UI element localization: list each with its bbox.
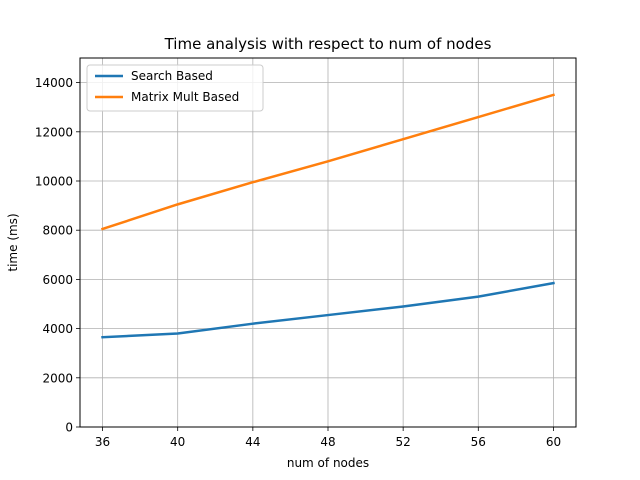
x-tick-label: 48	[320, 435, 335, 449]
axis-ticks: 36 40 44 48 52 56 60 0 2000 4000 6000 8000 10000 1200…	[35, 76, 561, 449]
y-tick-label: 10000	[35, 175, 73, 189]
x-tick-label: 56	[471, 435, 486, 449]
y-tick-label: 4000	[42, 322, 73, 336]
y-tick-label: 8000	[42, 224, 73, 238]
legend-box	[86, 64, 264, 112]
legend-label-matrix-mult-based: Matrix Mult Based	[131, 90, 239, 104]
y-axis-label: time (ms)	[6, 213, 20, 271]
y-tick-label: 14000	[35, 76, 73, 90]
x-tick-label: 44	[245, 435, 260, 449]
series-line-search-based	[101, 281, 555, 339]
x-tick-label: 52	[396, 435, 411, 449]
y-tick-label: 6000	[42, 273, 73, 287]
x-tick-label: 36	[95, 435, 110, 449]
y-tick-label: 12000	[35, 125, 73, 139]
x-axis-label: num of nodes	[287, 456, 369, 470]
x-tick-label: 40	[170, 435, 185, 449]
legend-label-search-based: Search Based	[131, 69, 213, 83]
series-line-matrix-mult-based	[100, 93, 556, 231]
series-lines	[100, 93, 556, 339]
chart-title: Time analysis with respect to num of nod…	[164, 35, 492, 53]
y-tick-label: 0	[65, 421, 73, 435]
legend: Search Based Matrix Mult Based	[86, 64, 264, 112]
y-tick-label: 2000	[42, 371, 73, 385]
x-tick-label: 60	[546, 435, 561, 449]
